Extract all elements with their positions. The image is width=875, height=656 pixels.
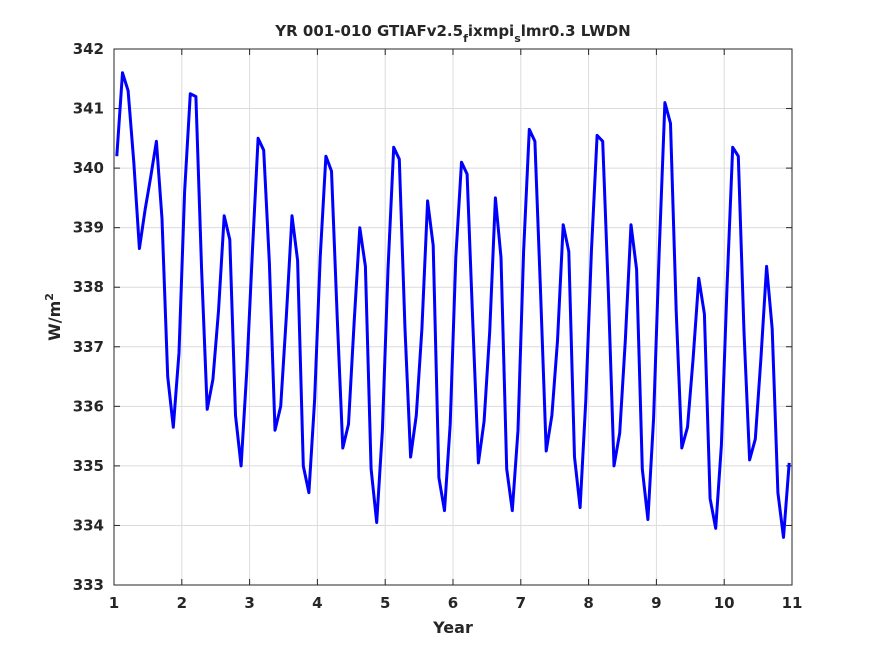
x-tick-label: 2 [177,594,187,612]
y-axis-label: W/m2 [43,293,64,341]
x-tick-label: 11 [782,594,803,612]
x-tick-label: 6 [448,594,458,612]
y-tick-label: 335 [73,457,104,475]
x-tick-label: 9 [651,594,661,612]
series-line [115,71,791,539]
x-tick-label: 7 [516,594,526,612]
y-tick-label: 338 [73,278,104,296]
y-tick-label: 334 [73,516,104,534]
x-axis-label: Year [432,618,473,637]
x-tick-label: 3 [244,594,254,612]
x-tick-label: 4 [312,594,322,612]
x-tick-label: 8 [583,594,593,612]
y-tick-label: 333 [73,576,104,594]
x-axis-ticks: 1 2 3 4 5 6 7 8 9 10 11 [109,49,803,612]
x-tick-label: 5 [380,594,390,612]
y-tick-label: 337 [73,338,104,356]
y-tick-label: 341 [73,100,104,118]
y-tick-label: 336 [73,397,104,415]
y-axis-ticks: 333 334 335 336 337 338 339 340 341 342 [73,40,792,594]
chart-title: YR 001-010 GTIAFv2.5fixmpislmr0.3 LWDN [274,22,630,45]
y-tick-label: 340 [73,159,104,177]
x-tick-label: 1 [109,594,119,612]
y-tick-label: 339 [73,219,104,237]
x-tick-label: 10 [714,594,735,612]
y-tick-label: 342 [73,40,104,58]
